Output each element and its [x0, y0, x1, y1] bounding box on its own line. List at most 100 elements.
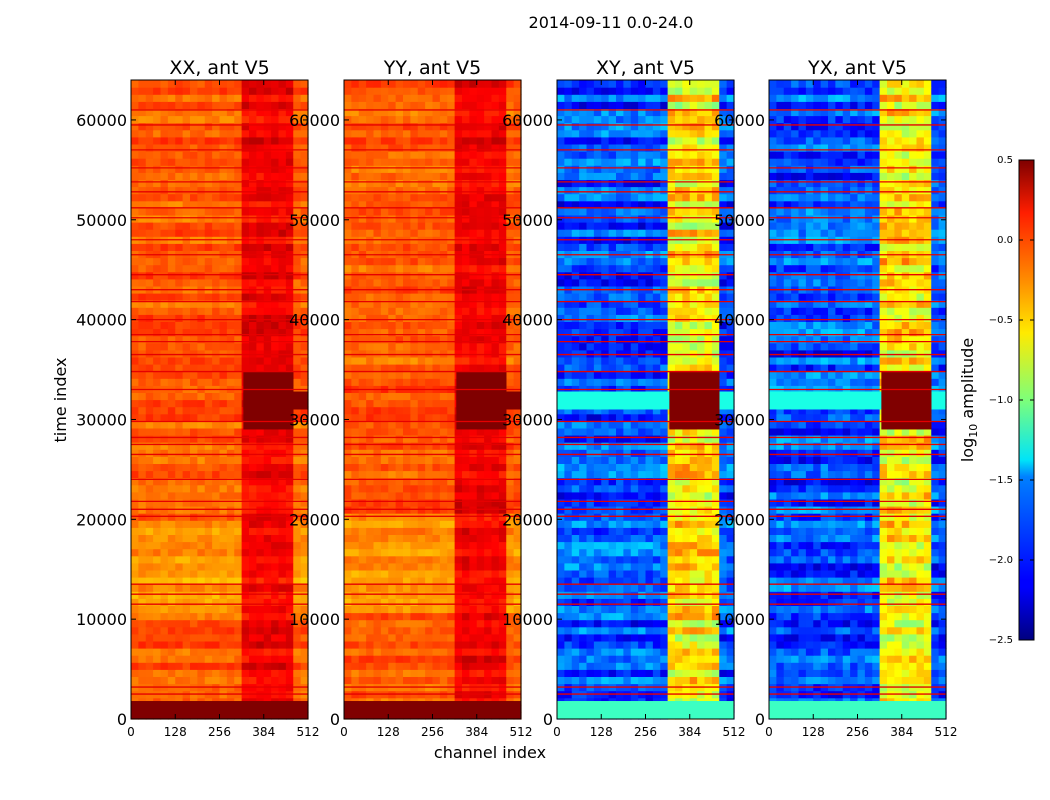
- heatmap-cell: [601, 648, 610, 656]
- heatmap-cell: [241, 484, 250, 493]
- heatmap-cell: [675, 648, 683, 656]
- heatmap-cell: [395, 271, 404, 280]
- heatmap-cell: [271, 498, 280, 507]
- heatmap-cell: [167, 371, 176, 379]
- heatmap-cell: [263, 257, 272, 266]
- heatmap-cell: [506, 207, 515, 216]
- heatmap-cell: [204, 619, 213, 628]
- heatmap-cell: [160, 413, 169, 422]
- heatmap-cell: [190, 676, 198, 685]
- heatmap-cell: [506, 115, 515, 124]
- heatmap-cell: [182, 562, 191, 571]
- heatmap-cell: [388, 172, 397, 180]
- heatmap-cell: [645, 605, 654, 614]
- heatmap-cell: [469, 520, 478, 528]
- heatmap-cell: [167, 158, 176, 166]
- heatmap-cell: [358, 456, 367, 464]
- heatmap-cell: [373, 605, 382, 614]
- panel-1: XX, ant V50 128 256 384 51201000020000300004…: [76, 57, 319, 739]
- heatmap-cell: [175, 136, 184, 145]
- heatmap-cell: [249, 648, 257, 656]
- heatmap-cell: [234, 555, 243, 564]
- heatmap-cell: [226, 619, 235, 628]
- heatmap-cell: [484, 115, 493, 124]
- heatmap-cell: [351, 640, 360, 649]
- heatmap-cell: [271, 342, 280, 351]
- heatmap-cell: [234, 378, 243, 386]
- heatmap-cell: [197, 470, 206, 479]
- heatmap-cell: [616, 562, 624, 571]
- heatmap-cell: [219, 222, 228, 230]
- heatmap-cell: [410, 555, 419, 564]
- heatmap-cell: [586, 640, 595, 649]
- heatmap-cell: [197, 605, 206, 614]
- heatmap-cell: [212, 122, 221, 131]
- heatmap-cell: [271, 243, 280, 251]
- heatmap-cell: [167, 605, 176, 614]
- heatmap-cell: [293, 151, 302, 159]
- heatmap-cell: [358, 108, 367, 117]
- heatmap-cell: [513, 151, 522, 159]
- heatmap-cell: [432, 207, 441, 216]
- heatmap-cell: [395, 158, 404, 166]
- heatmap-cell: [249, 470, 257, 479]
- heatmap-cell: [212, 520, 221, 528]
- heatmap-cell: [190, 122, 198, 131]
- heatmap-cell: [241, 94, 250, 102]
- heatmap-cell: [689, 598, 698, 606]
- heatmap-cell: [682, 662, 691, 670]
- heatmap-cell: [241, 165, 250, 173]
- heatmap-cell: [462, 435, 470, 443]
- heatmap-cell: [498, 640, 507, 649]
- heatmap-cell: [425, 584, 434, 592]
- heatmap-cell: [234, 470, 243, 479]
- heatmap-cell: [425, 80, 434, 88]
- heatmap-cell: [380, 321, 389, 330]
- heatmap-cell: [462, 257, 470, 266]
- heatmap-cell: [506, 662, 515, 670]
- heatmap-cell: [285, 442, 294, 450]
- heatmap-cell: [190, 420, 198, 429]
- heatmap-cell: [697, 669, 706, 677]
- heatmap-cell: [425, 484, 434, 493]
- heatmap-cell: [417, 364, 426, 372]
- heatmap-cell: [153, 356, 162, 365]
- heatmap-cell: [491, 435, 500, 443]
- heatmap-cell: [197, 136, 206, 145]
- heatmap-cell: [351, 406, 360, 415]
- heatmap-cell: [660, 612, 669, 621]
- heatmap-cell: [219, 534, 228, 543]
- heatmap-cell: [469, 534, 478, 543]
- heatmap-cell: [506, 669, 515, 677]
- heatmap-cell: [351, 271, 360, 280]
- heatmap-cell: [417, 342, 426, 351]
- heatmap-cell: [491, 207, 500, 216]
- heatmap-cell: [425, 129, 434, 138]
- heatmap-cell: [395, 470, 404, 479]
- heatmap-cell: [278, 151, 287, 159]
- heatmap-cell: [373, 207, 382, 216]
- heatmap-cell: [697, 612, 706, 621]
- y-tick-label: 50000: [289, 211, 340, 230]
- heatmap-cell: [160, 214, 169, 223]
- heatmap-cell: [403, 456, 411, 464]
- heatmap-cell: [675, 655, 683, 663]
- heatmap-cell: [571, 619, 580, 628]
- heatmap-cell: [182, 669, 191, 677]
- heatmap-cell: [344, 676, 352, 685]
- heatmap-cell: [439, 364, 448, 372]
- heatmap-cell: [167, 136, 176, 145]
- heatmap-cell: [285, 115, 294, 124]
- heatmap-cell: [513, 222, 522, 230]
- heatmap-cell: [278, 676, 287, 685]
- heatmap-cell: [219, 399, 228, 408]
- heatmap-cell: [373, 364, 382, 372]
- heatmap-cell: [153, 193, 162, 202]
- heatmap-cell: [726, 648, 735, 656]
- heatmap-cell: [204, 364, 213, 372]
- heatmap-cell: [182, 293, 191, 301]
- heatmap-cell: [300, 619, 309, 628]
- heatmap-cell: [160, 80, 169, 88]
- heatmap-cell: [623, 633, 632, 642]
- heatmap-cell: [212, 108, 221, 117]
